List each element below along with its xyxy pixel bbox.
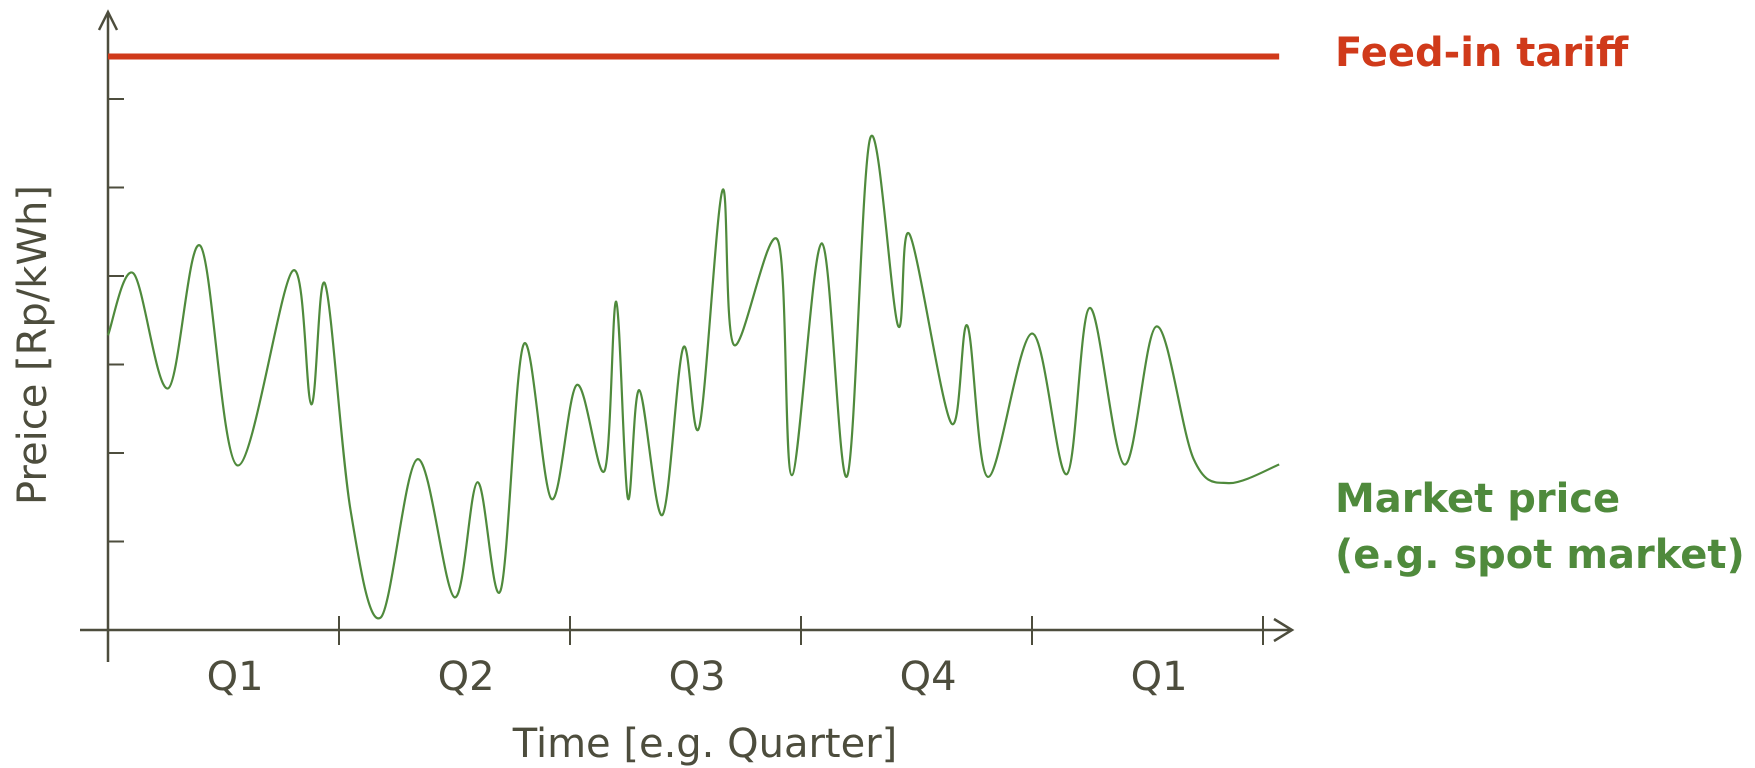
y-axis-title: Preice [Rp/kWh] bbox=[10, 185, 56, 505]
feed-in-tariff-label: Feed-in tariff bbox=[1335, 30, 1629, 76]
y-axis-arrow bbox=[97, 9, 119, 31]
x-tick-label: Q1 bbox=[207, 654, 264, 700]
market-price-label: Market price bbox=[1335, 476, 1620, 522]
x-tick-label: Q4 bbox=[900, 654, 957, 700]
market-price-line bbox=[106, 134, 1280, 620]
market-price-sublabel: (e.g. spot market) bbox=[1335, 532, 1745, 578]
x-axis-title: Time [e.g. Quarter] bbox=[512, 721, 898, 767]
x-tick-label: Q3 bbox=[669, 654, 726, 700]
x-tick-label: Q2 bbox=[438, 654, 495, 700]
series bbox=[106, 53, 1280, 620]
x-tick-label: Q1 bbox=[1131, 654, 1188, 700]
labels: Q1 Q2 Q3 Q4 Q1 Time [e.g. Quarter] Preice [Rp/… bbox=[10, 30, 1745, 767]
x-axis-arrow bbox=[1273, 617, 1295, 643]
ticks bbox=[108, 98, 1264, 645]
axes bbox=[80, 9, 1295, 662]
